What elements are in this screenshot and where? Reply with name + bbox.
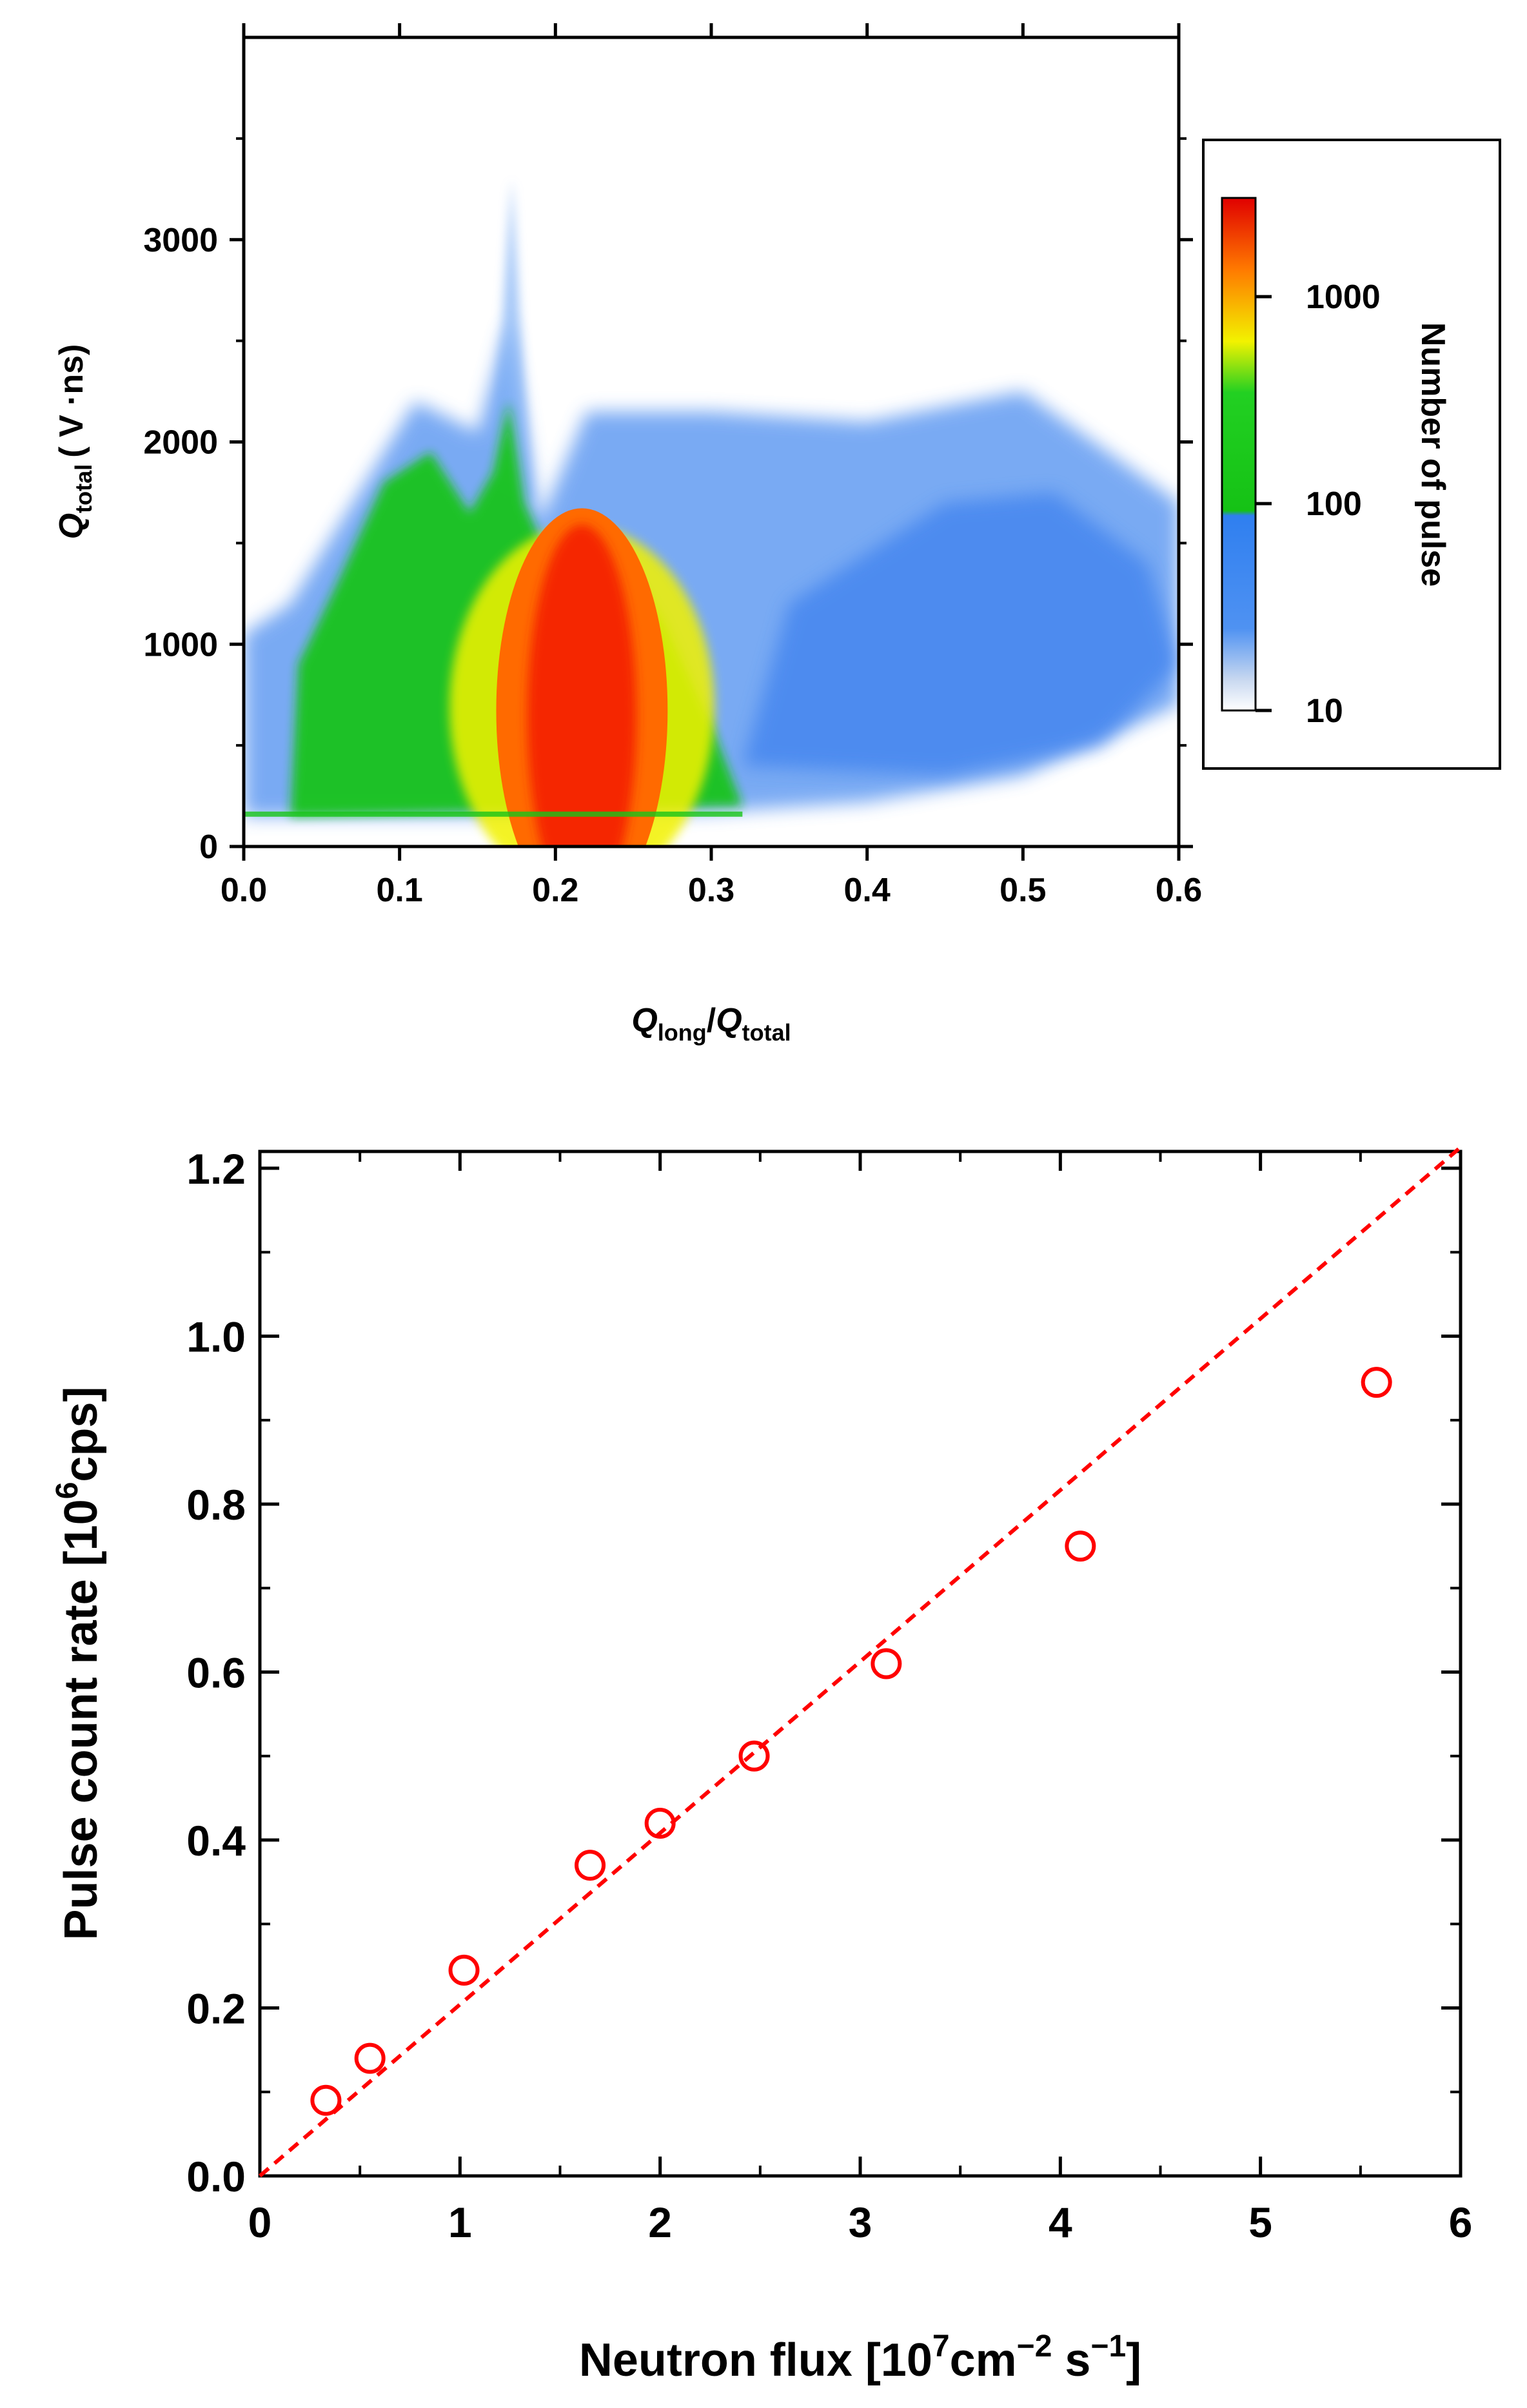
data-point: [1361, 1367, 1392, 1398]
heatmap-y-tick-label: 3000: [143, 222, 218, 259]
scatter-y-tick-label: 0.4: [186, 1817, 246, 1865]
heatmap-x-tick-label: 0.3: [688, 872, 734, 909]
data-point: [354, 2042, 386, 2074]
data-point: [738, 1740, 770, 1772]
heatmap-x-tick-label: 0.4: [844, 872, 891, 909]
colorbar-tick-label: 100: [1306, 485, 1362, 523]
heatmap-x-tick-label: 0.0: [221, 872, 267, 909]
scatter-y-tick-label: 1.2: [186, 1145, 246, 1193]
colorbar: 10 100 1000 Number of pulse: [1202, 139, 1501, 770]
fit-line: [259, 1146, 1462, 2178]
heatmap-x-tick-label: 0.2: [532, 872, 578, 909]
heatmap-y-tick-label: 2000: [143, 424, 218, 462]
density-spike: [493, 179, 533, 503]
scatter-x-tick-label: 0: [248, 2198, 272, 2246]
heatmap-x-axis-title: Qlong/Qtotal: [631, 1002, 791, 1046]
scatter-y-tick-label: 1.0: [186, 1313, 246, 1361]
density-low-right: [742, 492, 1179, 776]
scatter-x-tick-label: 1: [448, 2198, 472, 2246]
scatter-x-tick-label: 2: [648, 2198, 672, 2246]
data-point: [871, 1648, 902, 1679]
colorbar-gradient: [1221, 197, 1257, 712]
scatter-panel: 0 1 2 3 4 5 6 0.0 0.2 0.4 0.6 0.8 1.0 1.2 Neutron fl…: [50, 1145, 1472, 2386]
data-point: [644, 1807, 676, 1839]
scatter-y-axis-title: Pulse count rate [106cps]: [50, 1387, 107, 1941]
scatter-y-tick-label: 0.6: [186, 1649, 246, 1697]
scatter-y-tick-label: 0.2: [186, 1985, 246, 2033]
scatter-x-axis-title: Neutron flux [107cm−2 s−1]: [579, 2329, 1141, 2386]
heatmap-y-axis-title: Qtotal( V ·ns): [53, 344, 97, 540]
heatmap-x-tick-label: 0.5: [1000, 872, 1046, 909]
data-point: [1065, 1531, 1096, 1562]
scatter-x-tick-label: 3: [849, 2198, 872, 2246]
scatter-x-tick-label: 4: [1049, 2198, 1072, 2246]
heatmap-y-tick-label: 1000: [143, 626, 218, 663]
density-baseline: [244, 811, 743, 817]
heatmap-x-tick-label: 0.1: [377, 872, 423, 909]
heatmap-panel: 0.0 0.1 0.2 0.3 0.4 0.5 0.6 0 1000 2000 3000 Qlon…: [53, 23, 1501, 1046]
scatter-y-tick-label: 0.8: [186, 1481, 246, 1529]
heatmap-y-tick-label: 0: [199, 828, 218, 866]
data-point: [310, 2084, 342, 2116]
colorbar-label: Number of pulse: [1414, 322, 1452, 587]
scatter-x-tick-label: 6: [1449, 2198, 1473, 2246]
data-point: [575, 1850, 606, 1881]
heatmap-x-tick-label: 0.6: [1156, 872, 1202, 909]
scatter-x-tick-label: 5: [1248, 2198, 1272, 2246]
density-peak: [527, 525, 636, 847]
data-point: [448, 1954, 480, 1986]
scatter-y-tick-label: 0.0: [186, 2153, 246, 2200]
colorbar-tick-label: 10: [1306, 692, 1343, 730]
colorbar-tick-label: 1000: [1306, 279, 1381, 316]
